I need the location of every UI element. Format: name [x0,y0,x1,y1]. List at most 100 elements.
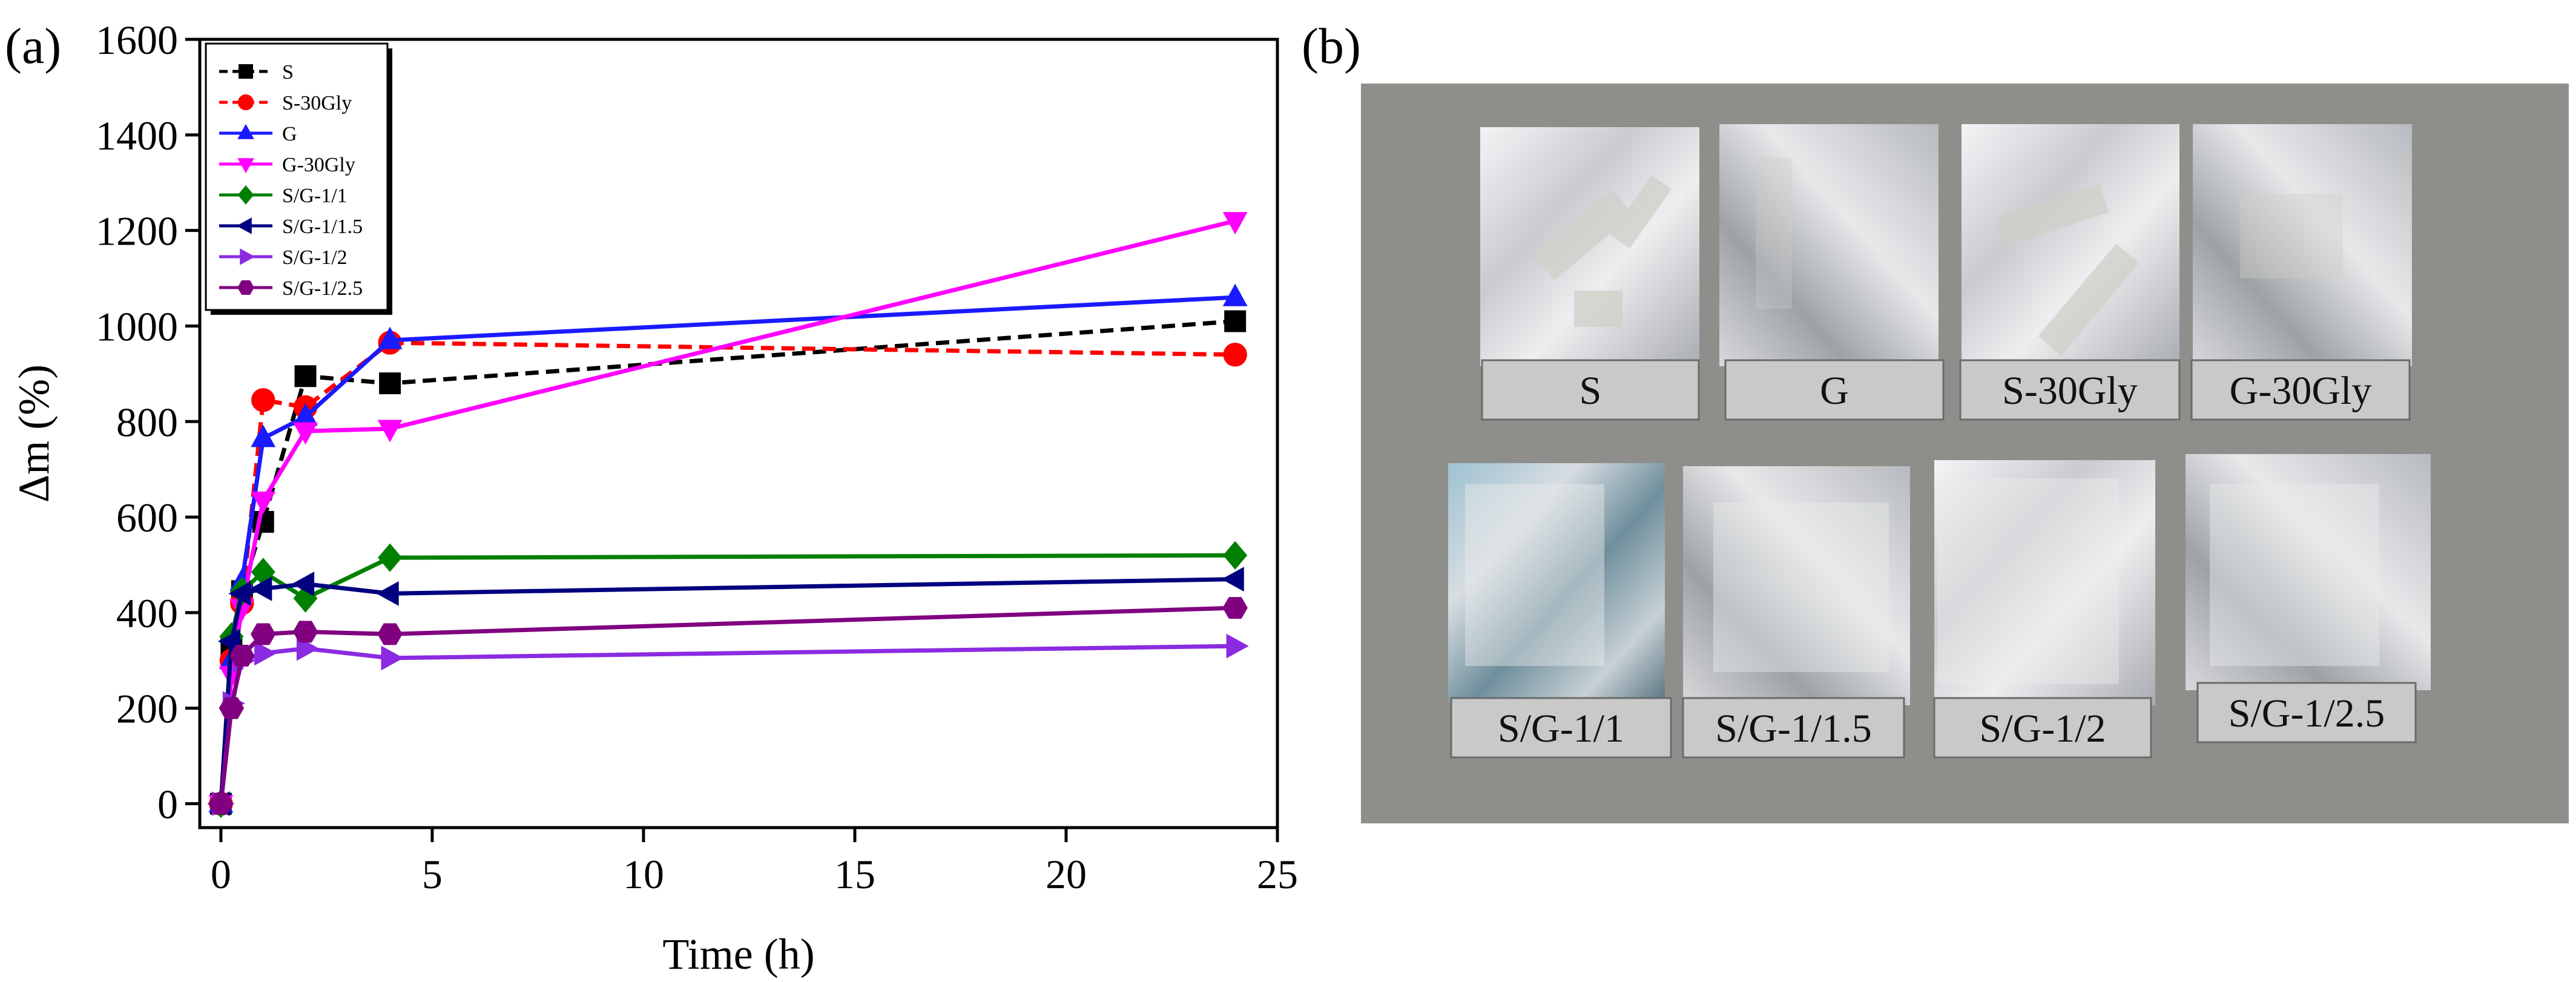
y-tick-label: 200 [116,686,178,732]
data-point [1222,283,1248,306]
legend-label: S/G-1/2.5 [282,277,363,300]
x-tick-label: 25 [1257,851,1298,897]
series-s-g-1-2-5 [208,597,1248,815]
legend-marker [237,158,254,174]
series-s [209,310,1247,815]
x-tick-label: 15 [834,851,875,897]
sample-label-box [1682,697,1905,759]
y-tick-label: 400 [116,590,178,636]
legend-label: G-30Gly [282,154,355,176]
sample-label-text: S-30Gly [2002,369,2138,413]
data-point [251,623,276,645]
legend-label: S/G-1/1.5 [282,216,363,238]
y-tick-label: 1000 [96,303,178,349]
sample-photo: S G S-30Gly G-30Gly S/G-1/1 S/G-1/1.5 S/G-1/2 S… [1361,84,2569,823]
legend-item: S/G-1/1.5 [219,216,363,238]
legend-item: S [219,61,294,84]
legend-shadow-right [387,48,392,315]
foil-g [1719,124,1939,366]
foil-g-30gly [2193,124,2412,366]
legend-marker [237,124,254,139]
series-line [219,644,1236,804]
sample-label-text: S/G-1/2.5 [2228,691,2385,736]
panel-label-a: (a) [5,18,61,74]
data-point [377,420,403,443]
series-line [219,605,1236,804]
series-s-30gly [209,331,1247,816]
sample-label-text: S [1580,369,1602,413]
legend-item: G [219,123,297,145]
sample-label-box [1481,359,1700,421]
data-point [376,581,399,606]
data-point [251,424,276,447]
series-line [219,319,1236,804]
legend-label: S/G-1/1 [282,185,348,207]
data-point [378,543,403,572]
sample-label: S [1481,359,1700,421]
sample-label: S/G-1/1 [1450,697,1672,759]
legend-label: S-30Gly [282,92,352,114]
sample-films-bottom [1465,478,2379,684]
data-point [251,491,276,514]
legend-item: S/G-1/1 [219,185,348,207]
legend-item: S-30Gly [219,92,352,114]
data-point [1226,633,1249,659]
sample-label-text: S/G-1/1 [1498,707,1624,751]
data-point [377,623,403,645]
series-s-g-1-2 [212,633,1249,816]
legend-marker [236,217,252,234]
y-axis-title: Δm (%) [10,364,58,503]
data-point [228,581,251,606]
x-tick-label: 20 [1046,851,1087,897]
sample-label-text: S/G-1/1.5 [1715,707,1872,751]
data-point [377,326,403,349]
data-point [1221,567,1244,592]
plot-frame [198,38,1279,829]
sample-label-text: G-30Gly [2230,369,2372,413]
y-axis-ticks: 0 200 400 600 800 1000 1200 1400 1600 [96,17,200,828]
foil-s-g-1-2 [1934,460,2155,705]
foil-s-g-1-1 [1448,463,1665,702]
x-axis-title: Time (h) [662,930,814,978]
y-tick-label: 1200 [96,208,178,254]
sample-label-box [1933,697,2152,759]
legend-label: S/G-1/2 [282,246,348,269]
legend-item: G-30Gly [219,154,355,176]
x-tick-label: 10 [623,851,664,897]
series-g [208,283,1248,813]
data-point [292,621,318,643]
legend-marker [237,185,254,205]
data-point [1223,343,1247,367]
y-tick-label: 1400 [96,113,178,159]
sample-label: S/G-1/1.5 [1682,697,1905,759]
legend-label: G [282,123,297,145]
data-point [1222,597,1248,619]
swelling-chart: 0 5 10 15 20 25 0 200 400 600 800 1000 1200 1400 1600… [10,17,1298,978]
data-point [292,572,315,596]
chart-legend: S S-30Gly G G-30Gly S/G-1/1 S/G-1/1.5 S/G-1/2 S… [205,42,392,315]
sample-label: S/G-1/2.5 [2196,682,2417,743]
sample-label: G [1724,359,1945,421]
data-point [294,365,317,387]
legend-shadow-bottom [211,310,392,315]
legend-item: S/G-1/2 [219,246,348,269]
x-axis-ticks: 0 5 10 15 20 25 [211,828,1298,897]
y-tick-label: 600 [116,495,178,541]
sample-label-box [1959,359,2181,421]
data-point [381,645,404,671]
sample-label: G-30Gly [2190,359,2411,421]
series-layer [207,212,1249,819]
data-point [379,372,401,395]
legend-box [205,42,389,311]
data-point [251,388,275,412]
data-point [296,636,319,661]
series-line [219,295,1236,804]
foil-s-g-1-2-5 [2186,454,2431,690]
sample-labels: S G S-30Gly G-30Gly S/G-1/1 S/G-1/1.5 S/G-1/2 S… [1450,359,2417,759]
sample-pieces-top [1532,157,2343,356]
legend-item: S/G-1/2.5 [219,277,363,300]
sample-label-text: G [1820,369,1849,413]
legend-marker [237,94,254,111]
y-tick-label: 0 [157,782,178,828]
